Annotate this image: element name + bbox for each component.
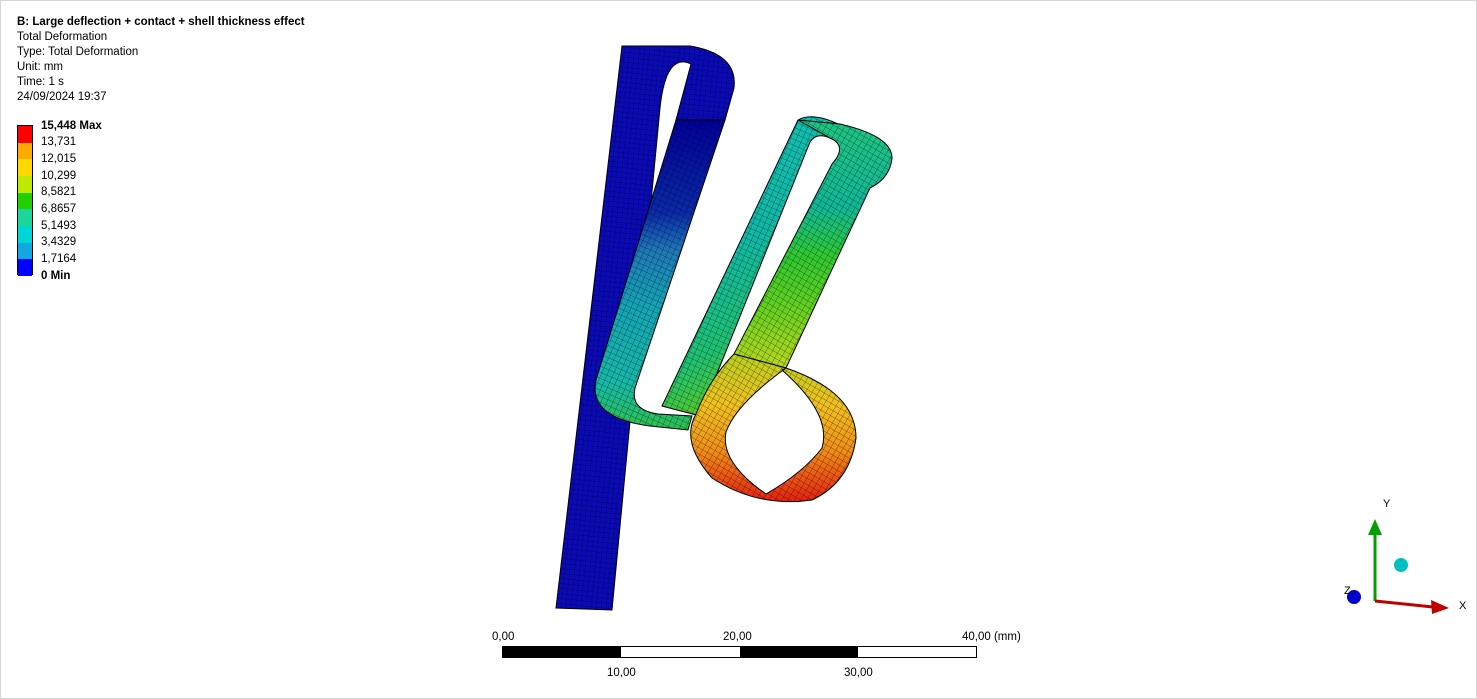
inner-strip (594, 119, 726, 431)
legend-band (18, 242, 32, 260)
legend-max-label: 15,448 Max (41, 120, 102, 132)
z-axis-icon (1347, 590, 1361, 604)
legend-label: 5,1493 (41, 220, 77, 232)
scale-segment (503, 647, 622, 657)
result-unit: Unit: mm (17, 61, 63, 73)
scale-label: 40,00 (mm) (962, 631, 1021, 643)
legend-band (18, 159, 32, 176)
legend-label: 1,7164 (41, 253, 77, 265)
legend-label: 6,8657 (41, 203, 77, 215)
result-type: Type: Total Deformation (17, 46, 139, 58)
scale-track (502, 646, 977, 658)
x-arrow-icon (1431, 600, 1449, 614)
legend-label: 3,4329 (41, 236, 77, 248)
scale-label: 10,00 (607, 667, 636, 679)
legend-band (18, 192, 32, 210)
legend-label: 8,5821 (41, 186, 77, 198)
scale-ruler: 0,00 20,00 40,00 (mm) 10,00 30,00 (480, 628, 1040, 688)
legend-color-bar (17, 125, 33, 276)
legend-label: 10,299 (41, 170, 77, 182)
legend-band (18, 126, 32, 143)
scale-label: 20,00 (723, 631, 752, 643)
right-strip (733, 119, 893, 369)
scale-segment (857, 647, 976, 657)
result-name: Total Deformation (17, 31, 108, 43)
scale-label: 0,00 (492, 631, 515, 643)
outer-strip (555, 45, 735, 611)
legend-label: 13,731 (41, 136, 77, 148)
y-arrow-icon (1368, 519, 1382, 535)
result-time: Time: 1 s (17, 76, 64, 88)
legend-band (18, 209, 32, 226)
axis-triad[interactable]: Y X Z (1335, 495, 1475, 625)
y-axis-label: Y (1383, 498, 1391, 510)
result-date: 24/09/2024 19:37 (17, 91, 107, 103)
deformed-shell-model[interactable] (540, 38, 920, 628)
scale-label: 30,00 (844, 667, 873, 679)
isometric-view-icon[interactable] (1394, 558, 1408, 572)
analysis-title: B: Large deflection + contact + shell th… (17, 16, 305, 28)
triad-graphic (1347, 519, 1449, 614)
legend-band (18, 142, 32, 160)
x-axis-label: X (1459, 600, 1467, 612)
legend-label: 12,015 (41, 153, 77, 165)
scale-segment (621, 647, 740, 657)
legend-band (18, 175, 32, 193)
legend-band (18, 225, 32, 243)
x-axis-line (1374, 599, 1434, 609)
hook-curl (690, 353, 857, 503)
legend-min-label: 0 Min (41, 270, 71, 282)
result-info-panel: B: Large deflection + contact + shell th… (17, 15, 305, 105)
legend-band (18, 259, 32, 276)
scale-segment (739, 647, 858, 657)
z-axis-label: Z (1344, 585, 1351, 597)
